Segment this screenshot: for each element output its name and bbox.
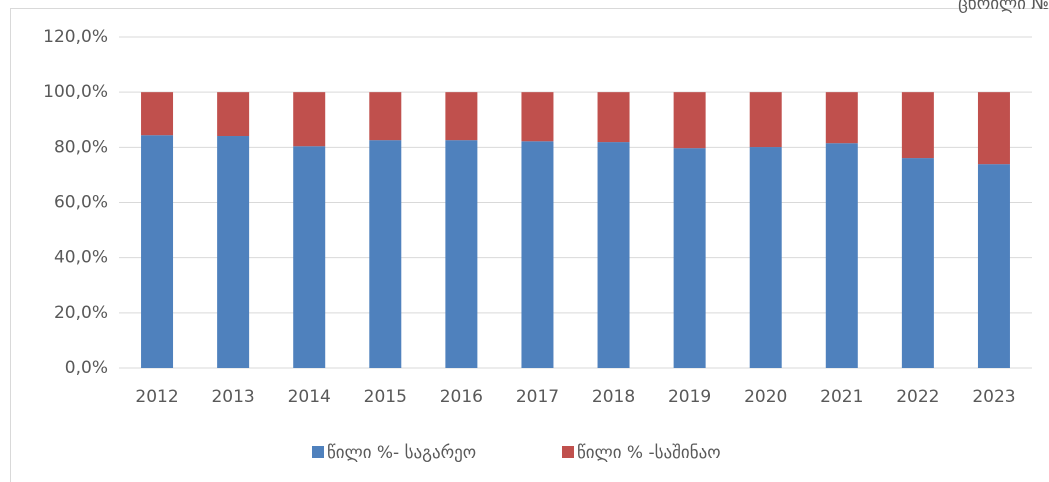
- x-tick-label: 2017: [516, 387, 559, 407]
- y-tick-label: 60,0%: [54, 193, 108, 213]
- y-tick-label: 20,0%: [54, 303, 108, 323]
- x-tick-label: 2023: [972, 387, 1015, 407]
- x-tick-label: 2013: [211, 387, 254, 407]
- bar-segment: [597, 142, 630, 368]
- y-tick-label: 120,0%: [43, 27, 108, 47]
- bar-segment: [825, 143, 858, 368]
- bar-segment: [901, 92, 934, 159]
- y-tick-label: 40,0%: [54, 248, 108, 268]
- legend-label: წილი %- საგარეო: [327, 443, 476, 463]
- bar-segment: [217, 92, 250, 137]
- x-tick-label: 2016: [440, 387, 483, 407]
- y-tick-label: 100,0%: [43, 82, 108, 102]
- bar-segment: [141, 92, 174, 136]
- bar-segment: [749, 147, 782, 368]
- chart-frame: [10, 8, 1049, 482]
- bar-segment: [293, 92, 326, 147]
- x-tick-label: 2018: [592, 387, 635, 407]
- bar-segment: [977, 92, 1010, 165]
- x-tick-label: 2019: [668, 387, 711, 407]
- bar-segment: [749, 92, 782, 148]
- x-tick-label: 2015: [364, 387, 407, 407]
- bar-segment: [901, 158, 934, 368]
- legend-swatch: [312, 446, 324, 458]
- x-tick-label: 2020: [744, 387, 787, 407]
- x-tick-label: 2021: [820, 387, 863, 407]
- bar-segment: [217, 136, 250, 368]
- x-tick-label: 2022: [896, 387, 939, 407]
- bar-segment: [597, 92, 630, 143]
- bar-segment: [673, 148, 706, 368]
- bar-segment: [141, 135, 174, 368]
- bar-segment: [445, 92, 478, 141]
- bar-segment: [369, 92, 402, 141]
- bar-segment: [977, 164, 1010, 368]
- annotation: ცხრილი №: [958, 0, 1049, 14]
- legend-label: წილი % -საშინაო: [577, 443, 721, 463]
- bar-segment: [673, 92, 706, 149]
- y-tick-label: 0,0%: [65, 358, 108, 378]
- bar-segment: [521, 92, 554, 142]
- x-tick-label: 2012: [135, 387, 178, 407]
- x-tick-label: 2014: [288, 387, 331, 407]
- legend-swatch: [562, 446, 574, 458]
- y-tick-label: 80,0%: [54, 137, 108, 157]
- bar-segment: [445, 140, 478, 368]
- bar-segment: [825, 92, 858, 144]
- bar-segment: [369, 140, 402, 368]
- bar-segment: [521, 141, 554, 368]
- bar-segment: [293, 146, 326, 368]
